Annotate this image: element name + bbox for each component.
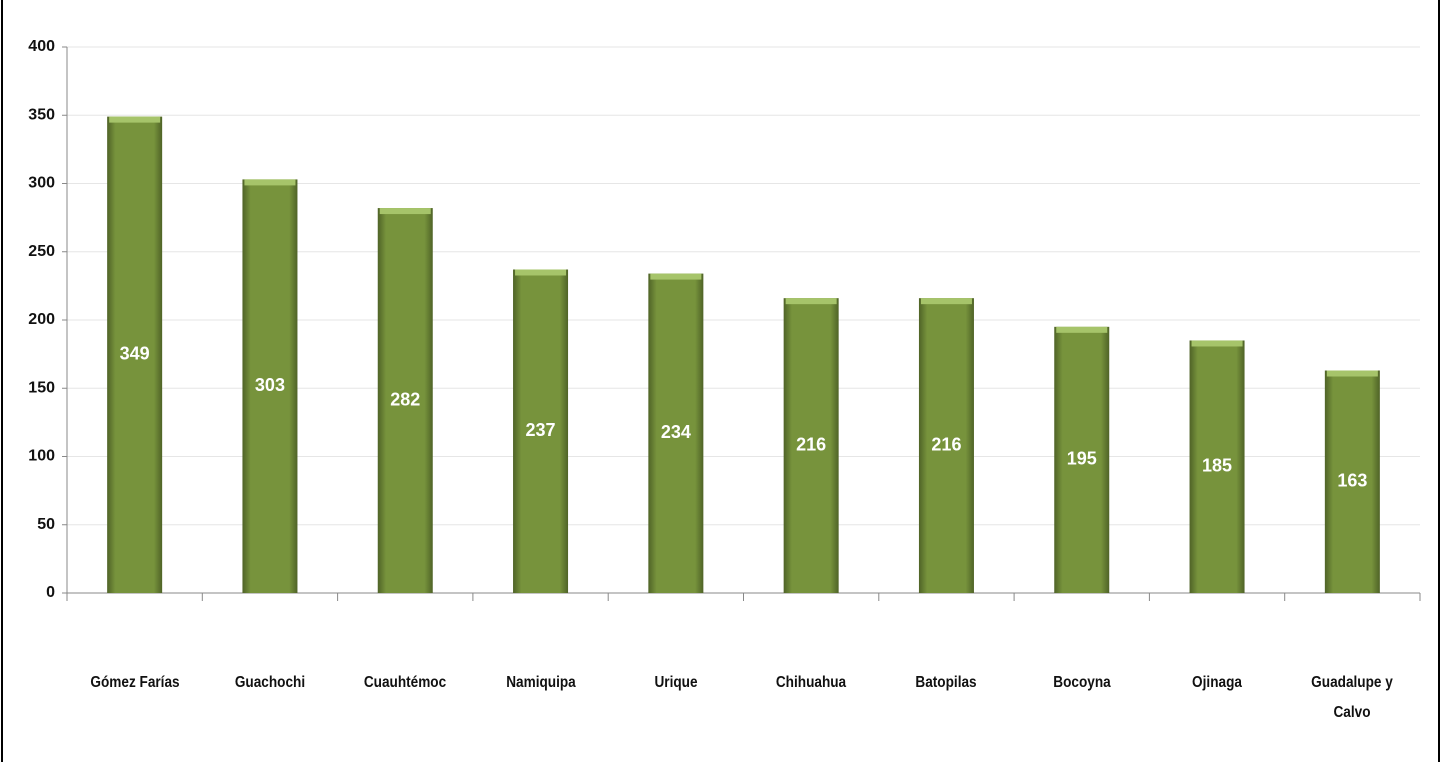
y-tick-label: 200	[28, 311, 55, 328]
y-tick-label: 0	[46, 584, 55, 601]
x-tick-label: Chihuahua	[775, 674, 847, 691]
data-label: 237	[526, 420, 556, 440]
data-label: 216	[796, 434, 826, 454]
y-tick-label: 100	[28, 448, 55, 465]
bar	[513, 269, 569, 593]
y-tick-label: 250	[28, 243, 55, 260]
x-tick-label: Cuauhtémoc	[364, 674, 447, 691]
data-label: 303	[255, 375, 285, 395]
bar-cap	[1326, 370, 1378, 377]
data-label: 349	[120, 344, 150, 364]
bar	[1324, 370, 1380, 593]
x-tick-label: Batopilas	[915, 674, 978, 691]
bar	[648, 273, 704, 593]
bar	[1054, 326, 1110, 593]
bar-cap	[1056, 326, 1108, 333]
y-tick-label: 350	[28, 106, 55, 123]
bar	[377, 208, 433, 593]
y-tick-label: 50	[37, 516, 55, 533]
bar-cap	[1191, 340, 1243, 347]
bar-cap	[109, 116, 161, 123]
bar-cap	[650, 273, 702, 280]
y-tick-label: 400	[28, 38, 55, 55]
data-label: 282	[390, 389, 420, 409]
bar	[242, 179, 298, 593]
data-label: 163	[1337, 471, 1367, 491]
bar	[107, 116, 163, 594]
x-tick-label: Gómez Farías	[90, 674, 180, 691]
bar	[918, 298, 974, 593]
x-tick-label: Guadalupe y Calvo	[1311, 674, 1394, 721]
data-label: 216	[931, 434, 961, 454]
data-label: 185	[1202, 455, 1232, 475]
x-tick-label: Bocoyna	[1053, 674, 1111, 691]
data-label: 195	[1067, 449, 1097, 469]
x-tick-label: Urique	[654, 674, 698, 691]
bar-cap	[785, 298, 837, 305]
bar	[1189, 340, 1245, 593]
x-tick-label: Namiquipa	[505, 674, 576, 691]
bar	[783, 298, 839, 593]
x-tick-label: Guachochi	[234, 674, 306, 691]
bar-cap	[515, 269, 567, 276]
y-tick-label: 300	[28, 175, 55, 192]
x-tick-label: Ojinaga	[1192, 674, 1242, 691]
bar-cap	[379, 208, 431, 215]
bar-cap	[920, 298, 972, 305]
y-tick-label: 150	[28, 379, 55, 396]
bar-cap	[244, 179, 296, 186]
data-label: 234	[661, 422, 691, 442]
